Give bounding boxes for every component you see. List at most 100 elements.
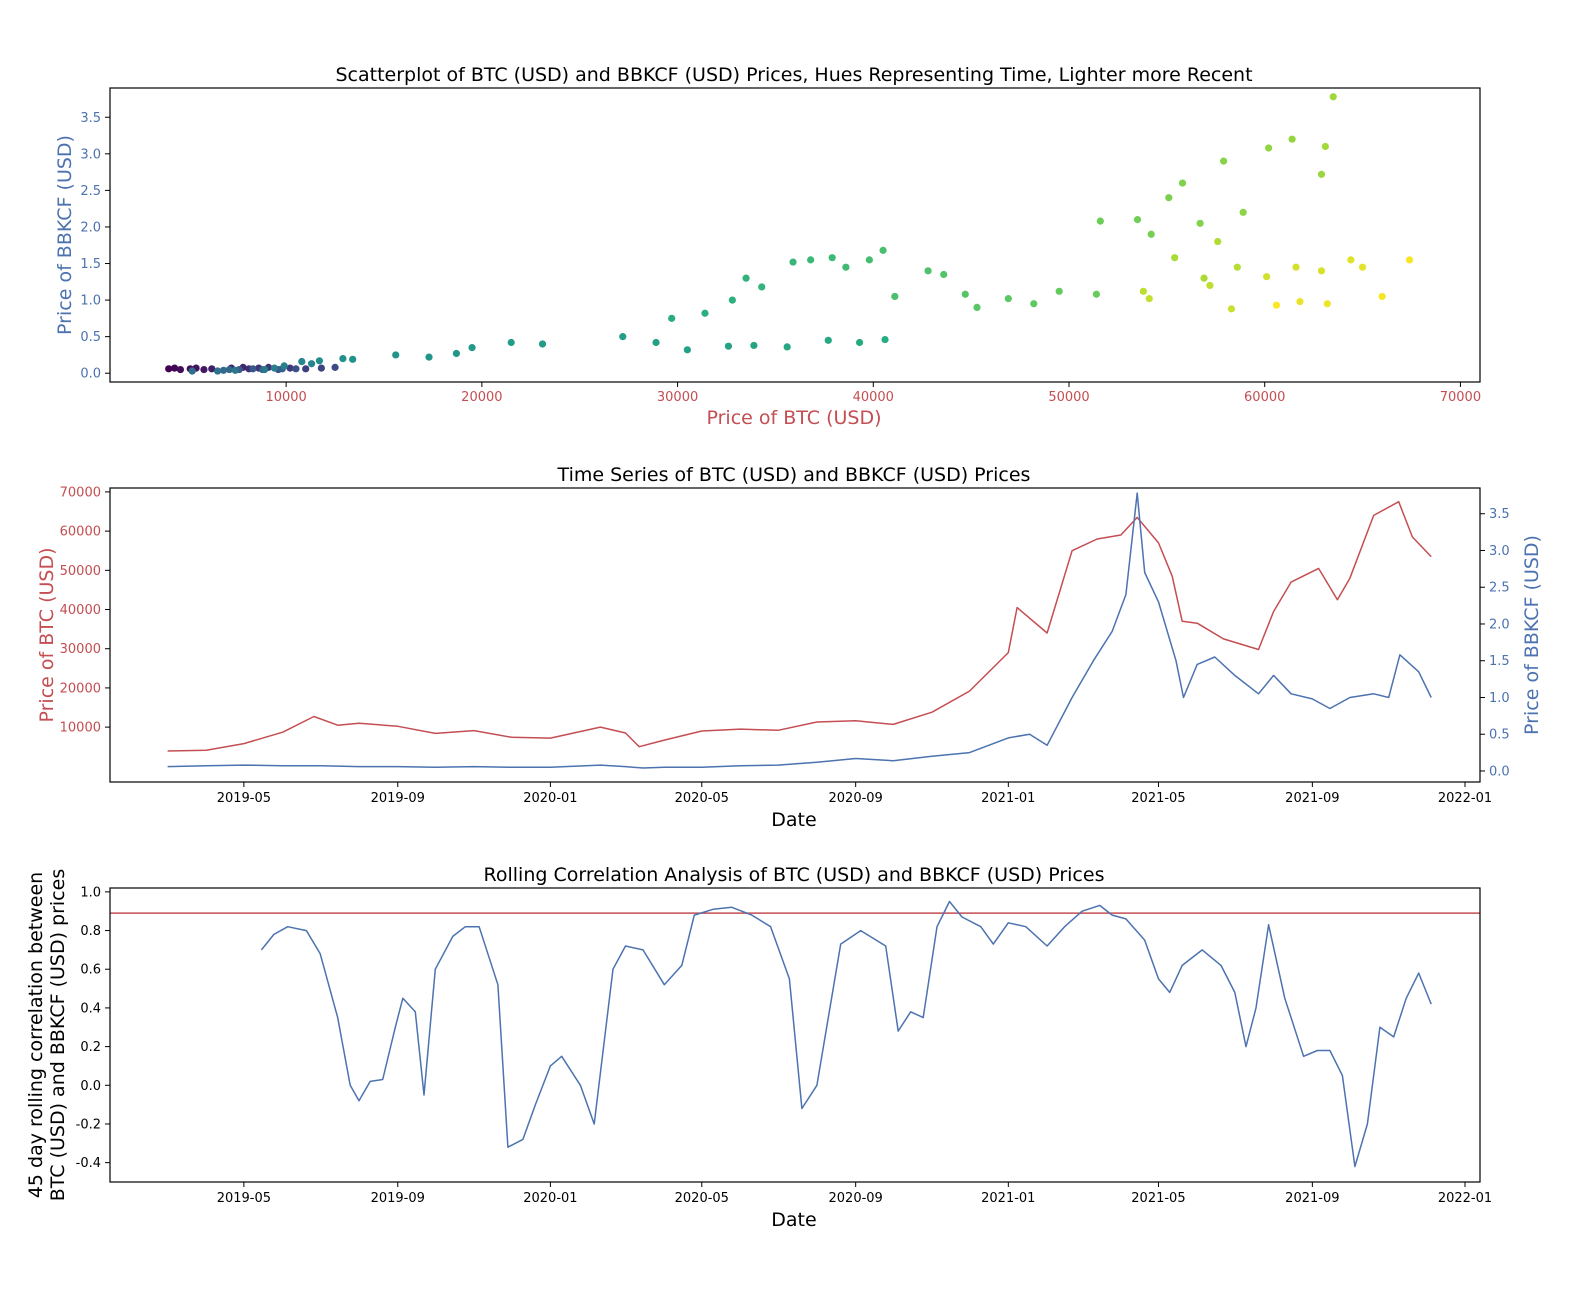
timeseries-x-tick-label: 2019-05 bbox=[217, 791, 271, 806]
scatter-point bbox=[750, 341, 758, 350]
scatter-point bbox=[331, 363, 339, 371]
correlation-lines bbox=[110, 900, 1480, 1168]
scatter-y-tick-label: 1.0 bbox=[80, 294, 101, 309]
scatter-y-tick-label: 3.5 bbox=[80, 111, 101, 126]
scatter-point bbox=[1239, 208, 1247, 216]
timeseries-x-tick-label: 2020-01 bbox=[523, 791, 577, 806]
scatter-point bbox=[891, 292, 899, 301]
timeseries-x-tick-label: 2021-01 bbox=[981, 791, 1035, 806]
correlation-x-tick-label: 2021-05 bbox=[1131, 1191, 1185, 1206]
scatter-point bbox=[188, 367, 196, 375]
scatter-point bbox=[1139, 287, 1147, 295]
correlation-x-tick-label: 2020-05 bbox=[675, 1191, 729, 1206]
rolling-correlation-line bbox=[260, 900, 1432, 1168]
scatter-x-tick-label: 70000 bbox=[1440, 390, 1481, 405]
scatter-point bbox=[165, 365, 173, 373]
correlation-y-tick-label: -0.2 bbox=[76, 1117, 101, 1132]
timeseries-panel: Time Series of BTC (USD) and BBKCF (USD)… bbox=[36, 464, 1543, 831]
scatter-point bbox=[1030, 300, 1038, 308]
timeseries-y-left-tick-label: 50000 bbox=[60, 564, 101, 579]
scatter-point bbox=[1233, 263, 1241, 271]
correlation-x-tick-label: 2021-01 bbox=[981, 1191, 1035, 1206]
scatter-point bbox=[452, 349, 461, 358]
scatter-y-tick-label: 2.5 bbox=[80, 184, 101, 199]
scatter-point bbox=[1004, 295, 1012, 303]
correlation-y-tick-label: 0.8 bbox=[80, 924, 101, 939]
scatter-point bbox=[1321, 142, 1329, 151]
scatter-point bbox=[789, 258, 797, 266]
timeseries-y-left-tick-label: 40000 bbox=[60, 603, 101, 618]
scatter-point bbox=[317, 364, 325, 372]
timeseries-y-left-tick-label: 10000 bbox=[60, 721, 101, 736]
scatter-point bbox=[879, 246, 887, 254]
scatter-point bbox=[1323, 300, 1331, 308]
timeseries-y-right-tick-label: 2.5 bbox=[1489, 581, 1510, 596]
scatter-point bbox=[538, 340, 547, 348]
scatter-point bbox=[1263, 273, 1271, 281]
scatter-points bbox=[165, 93, 1414, 375]
scatter-point bbox=[176, 365, 185, 374]
correlation-panel: Rolling Correlation Analysis of BTC (USD… bbox=[25, 864, 1492, 1231]
scatter-point bbox=[728, 296, 736, 304]
timeseries-y-left-tick-label: 70000 bbox=[60, 485, 101, 500]
correlation-x-tick-label: 2019-05 bbox=[217, 1191, 271, 1206]
scatter-point bbox=[668, 314, 676, 322]
scatter-point bbox=[468, 344, 476, 352]
scatter-y-tick-label: 0.5 bbox=[80, 330, 101, 345]
timeseries-y-left-tick-label: 20000 bbox=[60, 681, 101, 696]
scatter-title: Scatterplot of BTC (USD) and BBKCF (USD)… bbox=[335, 64, 1252, 86]
timeseries-y-right-tick-label: 3.0 bbox=[1489, 544, 1510, 559]
scatter-y-tick-label: 0.0 bbox=[80, 367, 101, 382]
scatter-point bbox=[392, 351, 400, 359]
timeseries-x-tick-label: 2020-09 bbox=[829, 791, 883, 806]
bbkcf-price-line bbox=[167, 492, 1432, 769]
correlation-x-tick-label: 2021-09 bbox=[1285, 1191, 1339, 1206]
scatter-point bbox=[261, 365, 269, 374]
timeseries-x-tick-label: 2022-01 bbox=[1438, 791, 1492, 806]
scatter-point bbox=[1214, 237, 1222, 246]
timeseries-title: Time Series of BTC (USD) and BBKCF (USD)… bbox=[557, 464, 1031, 486]
scatter-point bbox=[828, 254, 836, 262]
scatter-point bbox=[881, 335, 889, 344]
scatter-point bbox=[1147, 230, 1155, 238]
scatter-point bbox=[225, 365, 233, 374]
timeseries-y-right-tick-label: 2.0 bbox=[1489, 617, 1510, 632]
scatter-point bbox=[1329, 93, 1337, 101]
scatter-point bbox=[724, 342, 733, 350]
scatter-y-tick-label: 2.0 bbox=[80, 220, 101, 235]
scatter-point bbox=[1096, 217, 1104, 225]
timeseries-ylabel-left: Price of BTC (USD) bbox=[36, 548, 58, 723]
scatter-ticks: 10000 20000 30000 40000 50000 60000 70000 0.0 0.… bbox=[80, 111, 1481, 405]
correlation-y-tick-label: 1.0 bbox=[80, 885, 101, 900]
scatter-point bbox=[1220, 157, 1228, 165]
correlation-ylabel-line1: 45 day rolling correlation between bbox=[25, 872, 47, 1198]
scatter-point bbox=[1358, 263, 1367, 271]
scatter-point bbox=[807, 256, 815, 264]
scatter-point bbox=[302, 365, 310, 373]
correlation-x-tick-label: 2020-09 bbox=[829, 1191, 883, 1206]
scatter-point bbox=[783, 343, 791, 351]
scatter-point bbox=[1378, 292, 1386, 301]
scatter-point bbox=[1317, 267, 1326, 275]
correlation-xlabel: Date bbox=[771, 1209, 816, 1231]
timeseries-x-tick-label: 2019-09 bbox=[371, 791, 425, 806]
scatter-point bbox=[339, 354, 347, 363]
scatter-point bbox=[1347, 256, 1355, 264]
scatter-point bbox=[1288, 135, 1296, 143]
correlation-x-tick-label: 2020-01 bbox=[523, 1191, 577, 1206]
correlation-ylabel-line2: BTC (USD) and BBKCF (USD) prices bbox=[47, 869, 69, 1201]
scatter-point bbox=[170, 364, 179, 372]
scatter-point bbox=[1133, 216, 1142, 224]
scatter-axes-frame bbox=[109, 87, 1481, 383]
correlation-y-tick-label: 0.0 bbox=[80, 1079, 101, 1094]
timeseries-xlabel: Date bbox=[771, 809, 816, 831]
scatter-point bbox=[961, 290, 969, 298]
correlation-title: Rolling Correlation Analysis of BTC (USD… bbox=[484, 864, 1105, 886]
timeseries-y-left-tick-label: 60000 bbox=[60, 525, 101, 540]
btc-price-line bbox=[167, 500, 1432, 752]
scatter-y-tick-label: 3.0 bbox=[80, 147, 101, 162]
scatter-point bbox=[683, 346, 691, 354]
correlation-ticks: 2019-05 2019-09 2020-01 2020-05 2020-09 2021-… bbox=[76, 885, 1493, 1206]
scatter-x-tick-label: 60000 bbox=[1244, 390, 1285, 405]
